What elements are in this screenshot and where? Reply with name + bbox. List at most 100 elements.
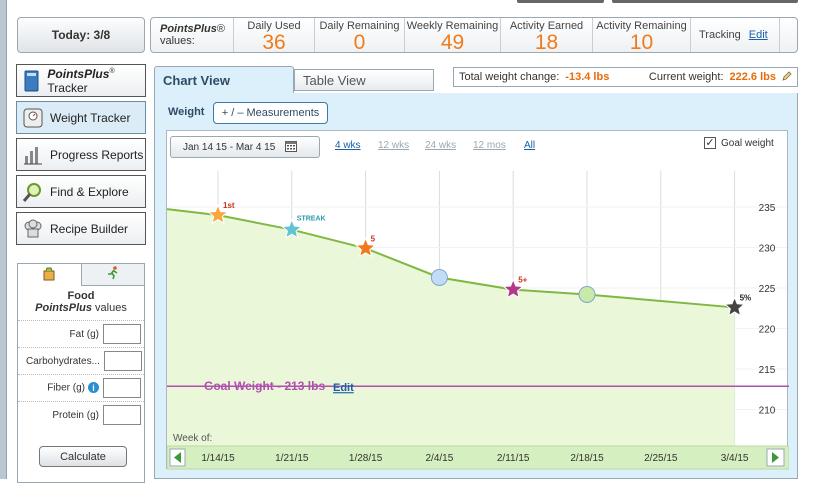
brand-name: PointsPlus [160,23,217,35]
top-tab-stub [517,0,604,3]
pointsplus-brand: PointsPlus® values: [151,18,233,52]
brand-mark: ® [216,23,225,35]
carbohydrates-label: Carbohydrates... [26,355,100,367]
scale-icon [22,107,44,129]
y-tick-label: 215 [759,365,776,376]
marker-badge: 1st [223,201,235,210]
goal-weight-checkbox[interactable]: ✓ [704,137,716,149]
range-all[interactable]: All [524,140,536,151]
fiber-row: Fiber (g) i [18,374,144,401]
week-of-label: Week of: [173,433,212,444]
current-weight-value: 222.6 lbs [729,71,776,83]
x-tick-label: 3/4/15 [721,453,749,464]
stat-daily-remaining: Daily Remaining 0 [314,18,404,54]
bar-chart-icon [22,144,44,166]
y-tick-label: 210 [759,406,776,417]
fat-input[interactable] [103,324,141,344]
goal-weight-label: Goal Weight - 213 lbs [204,379,325,393]
sidebar-item-label: Progress Reports [50,147,144,162]
x-tick-label: 2/18/15 [570,453,604,464]
info-icon[interactable]: i [88,382,99,394]
sidebar-item-pointsplus-tracker[interactable]: PointsPlus® Tracker [16,64,146,97]
y-tick-label: 225 [759,284,776,295]
range-12-months[interactable]: 12 mos [473,140,506,151]
points-summary-bar: PointsPlus® values: Daily Used 36 Daily … [150,17,798,54]
food-bag-icon [43,267,55,284]
x-tick-label: 1/28/15 [349,453,383,464]
weight-subtab[interactable]: Weight [168,106,205,118]
sidebar-item-label: Weight Tracker [50,110,131,125]
weight-chart-svg: Goal Weight - 213 lbs Edit 235 230 225 220 215… [167,171,789,470]
fat-label: Fat (g) [69,328,99,340]
y-tick-label: 230 [759,244,776,255]
stat-label: Activity Earned [509,20,584,32]
sidebar-item-label: Recipe Builder [50,221,129,236]
x-tick-label: 2/25/15 [644,453,678,464]
goal-weight-checkbox-label: Goal weight [721,137,774,149]
fiber-label: Fiber (g) i [26,382,103,394]
protein-input[interactable] [103,405,141,425]
measurements-button[interactable]: + / – Measurements [213,102,328,124]
sidebar-item-recipe-builder[interactable]: Recipe Builder [16,212,146,245]
x-tick-label: 2/11/15 [497,453,530,464]
sidebar-item-progress-reports[interactable]: Progress Reports [16,138,146,171]
range-24-weeks[interactable]: 24 wks [425,140,457,151]
arrow-right-icon [772,452,779,463]
stat-label: Activity Remaining [596,20,687,32]
x-tick-label: 2/4/15 [425,453,453,464]
calculate-button[interactable]: Calculate [39,446,127,467]
weight-chart: Goal Weight - 213 lbs Edit 235 230 225 220 215… [166,130,789,470]
goal-weight-toggle[interactable]: ✓ Goal weight [704,137,774,149]
stat-value: 18 [534,31,559,54]
chef-hat-icon [22,218,44,240]
circle-marker [430,268,448,286]
y-tick-label: 220 [759,325,776,336]
tab-food[interactable] [18,264,82,286]
goal-edit-link[interactable]: Edit [333,382,354,394]
stat-label: Daily Remaining [319,20,400,32]
weight-line [167,208,735,309]
food-points-calculator: Food PointsPlus values Fat (g) Carbohydr… [17,263,145,483]
fat-row: Fat (g) [18,320,144,347]
stat-activity-earned: Activity Earned 18 [500,18,592,54]
y-tick-label: 235 [759,203,776,214]
current-weight-label: Current weight: [648,71,724,83]
sidebar-item-weight-tracker[interactable]: Weight Tracker [16,101,146,134]
protein-label: Protein (g) [52,409,99,421]
stat-value: 36 [262,31,286,54]
stat-value: 10 [629,31,654,54]
star-marker [723,296,746,317]
stat-label: Weekly Remaining [406,20,499,32]
tracking-dropdown-button[interactable] [779,18,797,52]
x-tick-label: 1/21/15 [275,453,309,464]
range-4-weeks[interactable]: 4 wks [335,140,361,151]
marker-badge: 5% [740,293,752,302]
tab-activity[interactable] [81,264,144,286]
weight-area-fill [167,209,735,446]
tracking-edit-link[interactable]: Edit [748,29,768,41]
date-range-value: Jan 14 15 - Mar 4 15 [183,141,276,153]
stat-weekly-remaining: Weekly Remaining 49 [404,18,500,54]
tab-table-view[interactable]: Table View [294,69,434,91]
sidebar-item-find-explore[interactable]: Find & Explore [16,175,146,208]
tab-chart-view[interactable]: Chart View [154,66,294,94]
food-subtitle: PointsPlus values [35,302,127,314]
tracking-section: Tracking Edit [690,18,779,52]
star-marker [502,278,524,299]
date-range-picker[interactable]: Jan 14 15 - Mar 4 15 [170,136,320,158]
calendar-icon [285,140,298,155]
today-button[interactable]: Today: 3/8 [17,17,145,53]
range-12-weeks[interactable]: 12 wks [378,140,410,151]
marker-badge: STREAK [297,216,326,223]
brand-suffix: values: [160,35,195,47]
pencil-icon[interactable] [782,70,792,84]
stat-value: 49 [440,31,465,54]
marker-badge: 5 [371,234,376,243]
window-left-edge [0,0,7,479]
today-label: Today: 3/8 [51,28,111,42]
carbohydrates-input[interactable] [103,351,142,371]
sidebar-item-label: Find & Explore [50,184,129,199]
book-icon [22,70,41,92]
food-title: Food [67,290,95,302]
fiber-input[interactable] [103,378,141,398]
